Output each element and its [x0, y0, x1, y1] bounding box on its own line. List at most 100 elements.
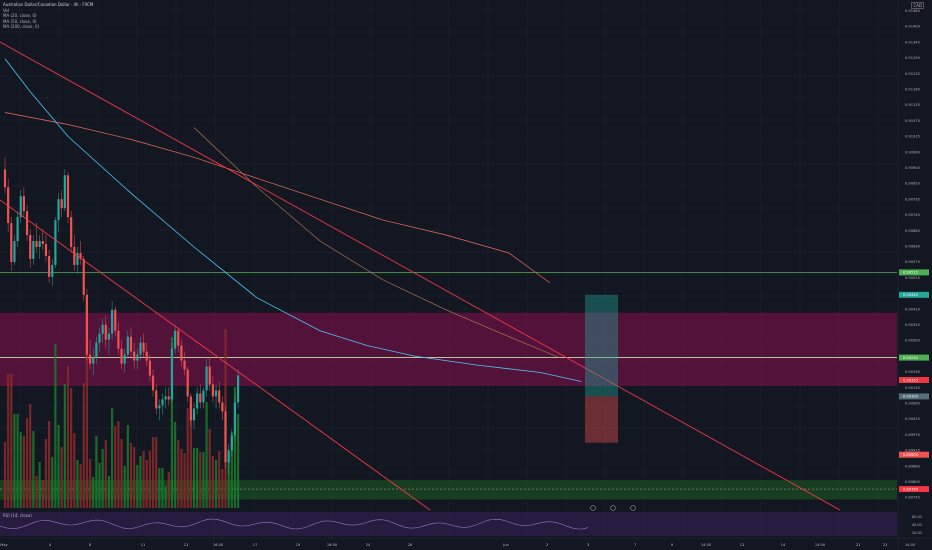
volume-bar: [161, 468, 164, 508]
candle-body: [155, 390, 158, 409]
candle-body: [151, 375, 155, 391]
candle-body: [73, 247, 76, 265]
candle-body: [22, 196, 25, 212]
volume-bar: [196, 448, 199, 508]
volume-bar: [237, 414, 240, 508]
price-tick: 0.91180: [905, 88, 921, 92]
candle-body: [51, 264, 54, 277]
rsi-tick: 40.00: [912, 523, 922, 527]
price-tick: 0.90905: [905, 166, 920, 170]
price-tick: 0.90575: [905, 260, 920, 264]
candle-body: [29, 235, 32, 259]
candles[interactable]: [3, 157, 240, 475]
candle-body: [3, 169, 7, 188]
trade-stop-box: [585, 396, 618, 443]
price-tick: 0.90355: [905, 323, 920, 327]
volume-bar: [211, 456, 214, 508]
volume-bar: [44, 439, 48, 508]
volume-bar: [177, 440, 180, 508]
price-tick: 0.90080: [905, 402, 921, 406]
candle-body: [208, 366, 211, 385]
time-axis[interactable]: May 4 8 11 13 16:00 17 19 16:00 24 26 Jun 2 3 7 9 14:00 1…: [0, 537, 932, 547]
candle-body: [174, 330, 177, 349]
volume-bar: [82, 383, 85, 508]
candle-body: [44, 244, 48, 256]
time-tick: 2: [546, 543, 548, 547]
time-tick: 3: [587, 543, 589, 547]
volume-bar: [151, 437, 155, 508]
indicator-ma20[interactable]: MA (20, close, 0): [3, 13, 37, 18]
price-tick: 0.90520: [905, 276, 921, 280]
time-tick: 8: [89, 543, 92, 547]
volume-bar: [158, 468, 161, 508]
candle-body: [218, 390, 221, 403]
candle-body: [183, 360, 186, 370]
volume-bar: [10, 374, 13, 508]
volume-bar: [41, 480, 44, 508]
volume-bar: [70, 388, 73, 508]
time-tick: 13: [184, 543, 189, 547]
volume-bar: [13, 414, 16, 508]
indicator-ma200[interactable]: MA (200, close, 0): [3, 24, 40, 29]
volume-bar: [95, 436, 98, 508]
candle-body: [92, 357, 95, 364]
price-tick: 0.89915: [905, 449, 920, 453]
price-tag-stop: [899, 451, 929, 458]
volume-bars: [3, 297, 240, 508]
time-tick: 7: [634, 543, 636, 547]
candle-body: [237, 375, 240, 403]
price-tag-text-level_top: 0.90515: [903, 271, 918, 275]
volume-bar: [85, 297, 88, 508]
volume-bar: [145, 460, 148, 508]
volume-bar: [189, 403, 192, 508]
currency-badge[interactable]: CAD: [911, 2, 924, 9]
price-tick: 0.90300: [905, 339, 921, 343]
candle-body: [104, 324, 107, 340]
candle-body: [117, 330, 120, 349]
candle-body: [13, 241, 16, 262]
volume-bar: [148, 451, 151, 508]
candle-body: [145, 351, 148, 361]
volume-bar: [227, 455, 230, 508]
candle-body: [107, 333, 111, 340]
candle-body: [16, 217, 19, 242]
time-tick: 14:00: [701, 543, 712, 547]
rsi-tick: 80.00: [912, 515, 922, 519]
candle-body: [10, 223, 13, 262]
volume-bar: [133, 447, 136, 508]
supply-zone: [0, 312, 897, 386]
price-tick: 0.90740: [905, 213, 921, 217]
volume-bar: [32, 431, 35, 508]
candle-body: [199, 393, 202, 403]
candle-body: [230, 435, 233, 451]
candle-body: [25, 211, 29, 236]
rsi-pane: [0, 512, 897, 536]
indicator-ma50[interactable]: MA (50, close, 0): [3, 18, 37, 24]
candle-body: [111, 309, 114, 334]
trade-position[interactable]: [585, 294, 636, 511]
price-tick: 0.89805: [905, 480, 920, 484]
time-tick: 23: [883, 543, 888, 547]
rsi-tick: 20.00: [912, 531, 922, 535]
price-tick: 0.89750: [905, 496, 921, 500]
trendline-upper: [0, 41, 841, 511]
volume-bar: [92, 477, 95, 508]
price-tick: 0.91015: [905, 135, 920, 139]
candle-body: [142, 342, 145, 352]
volume-bar: [51, 457, 54, 508]
volume-bar: [183, 453, 186, 508]
indicator-vol[interactable]: Vol: [3, 7, 9, 13]
time-tick: 11: [141, 543, 146, 547]
trendlines[interactable]: [0, 41, 841, 511]
demand-zone: [0, 480, 897, 500]
candle-body: [233, 402, 237, 436]
volume-bar: [114, 426, 117, 508]
time-tick: 24: [366, 543, 371, 547]
candle-body: [136, 354, 139, 361]
volume-bar: [199, 452, 202, 508]
candle-body: [38, 241, 41, 247]
volume-bar: [214, 460, 218, 508]
price-axis[interactable]: 0.91460 0.91400 0.91345 0.91290 0.91235 0.911…: [897, 0, 929, 550]
price-tag-current: [899, 376, 929, 383]
